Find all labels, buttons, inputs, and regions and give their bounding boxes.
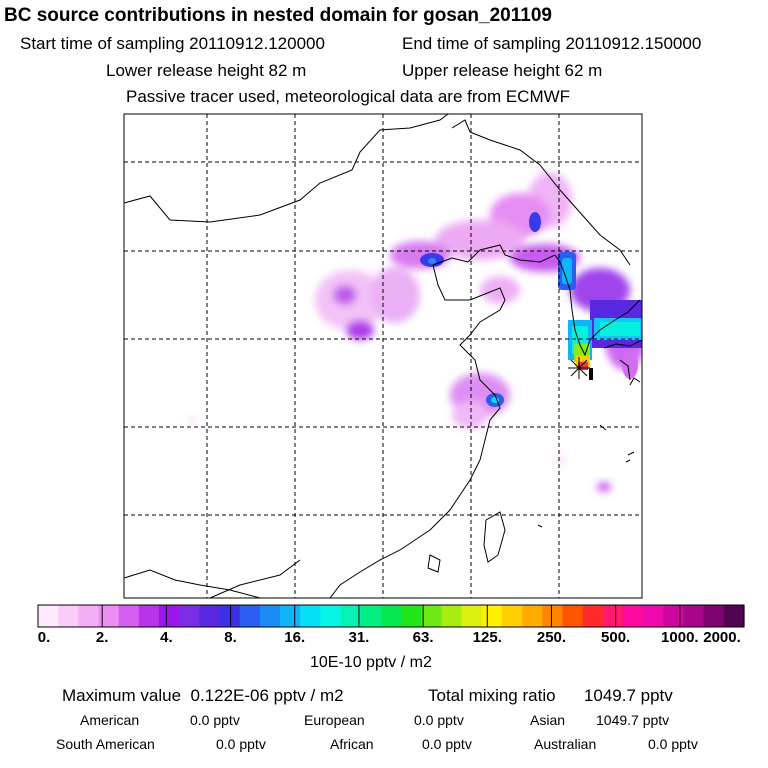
colorbar-cell — [380, 605, 402, 627]
colorbar-cell — [703, 605, 725, 627]
colorbar-cell — [421, 605, 443, 627]
colorbar-cell — [461, 605, 483, 627]
colorbar-cell — [481, 605, 503, 627]
colorbar-cell — [159, 605, 180, 627]
colorbar-cell — [300, 605, 321, 627]
end-time-label: End time of sampling 20110912.150000 — [402, 34, 702, 53]
colorbar-cell — [602, 605, 624, 627]
upper-height-label: Upper release height 62 m — [402, 61, 603, 80]
total-value: 1049.7 pptv — [583, 686, 673, 705]
colorbar-tick-label: 31. — [348, 629, 370, 646]
colorbar-tick-label: 500. — [601, 629, 631, 646]
colorbar-cell — [663, 605, 685, 627]
chart-title: BC source contributions in nested domain… — [4, 5, 552, 26]
region-name: European — [304, 712, 365, 728]
colorbar-cell — [401, 605, 422, 627]
colorbar-cell — [522, 605, 543, 627]
colorbar-cell — [622, 605, 644, 627]
coastlines — [124, 114, 642, 598]
colorbar-cell — [542, 605, 564, 627]
max-value-line: Maximum value 0.122E-06 pptv / m2 — [62, 687, 344, 704]
total-mixing-line: Total mixing ratio 1049.7 pptv — [428, 687, 673, 704]
region-name: Australian — [534, 736, 597, 752]
colorbar-cell — [199, 605, 221, 627]
colorbar-cell — [38, 605, 59, 627]
colorbar-cell — [98, 605, 120, 627]
receptor-marker — [568, 357, 593, 380]
colorbar-tick-label: 250. — [536, 629, 567, 646]
colorbar-cell — [259, 605, 281, 627]
colorbar-tick-label: 125. — [472, 629, 502, 646]
colorbar-cell — [239, 605, 261, 627]
colorbar-cell — [179, 605, 200, 627]
colorbar-cell — [360, 605, 382, 627]
colorbar-cell — [683, 605, 705, 627]
colorbar-cell — [78, 605, 100, 627]
region-value: 0.0 pptv — [422, 736, 472, 752]
colorbar-cell — [501, 605, 523, 627]
colorbar-tick-label: 2000. — [703, 629, 741, 646]
colorbar-cell — [562, 605, 584, 627]
colorbar-cell — [219, 605, 241, 627]
tracer-note: Passive tracer used, meteorological data… — [126, 87, 571, 106]
start-time-label: Start time of sampling 20110912.120000 — [20, 34, 325, 53]
colorbar-tick-label: 4. — [160, 629, 173, 646]
total-label: Total mixing ratio — [428, 686, 556, 705]
region-name: South American — [56, 736, 155, 752]
colorbar-cell — [280, 605, 301, 627]
colorbar-tick-label: 2. — [95, 629, 109, 646]
colorbar-cell — [138, 605, 160, 627]
colorbar-tick-label: 16. — [284, 629, 306, 646]
max-label: Maximum value — [62, 686, 182, 705]
colorbar-unit: 10E-10 pptv / m2 — [310, 654, 432, 671]
region-name: Asian — [530, 712, 566, 728]
lower-height-label: Lower release height 82 m — [106, 61, 307, 80]
region-value: 0.0 pptv — [190, 712, 240, 728]
region-name: American — [80, 712, 140, 728]
colorbar-cell — [582, 605, 604, 627]
colorbar-cell — [58, 605, 79, 627]
colorbar-cell — [441, 605, 463, 627]
region-value: 0.0 pptv — [648, 736, 698, 752]
region-value: 0.0 pptv — [216, 736, 266, 752]
region-value: 1049.7 pptv — [596, 712, 670, 728]
colorbar-cell — [118, 605, 140, 627]
region-name: African — [330, 736, 374, 752]
concentration-hotspots — [420, 212, 642, 407]
colorbar-tick-label: 63. — [412, 629, 434, 646]
max-value: 0.122E-06 pptv / m2 — [190, 686, 344, 705]
colorbar-tick-label: 1000. — [661, 629, 699, 646]
colorbar-cell — [340, 605, 362, 627]
colorbar-cell — [723, 605, 745, 627]
colorbar-cell — [643, 605, 664, 627]
colorbar-tick-label: 8. — [224, 629, 237, 646]
colorbar-tick-label: 0. — [37, 629, 51, 646]
colorbar-cell — [320, 605, 342, 627]
region-value: 0.0 pptv — [414, 712, 464, 728]
